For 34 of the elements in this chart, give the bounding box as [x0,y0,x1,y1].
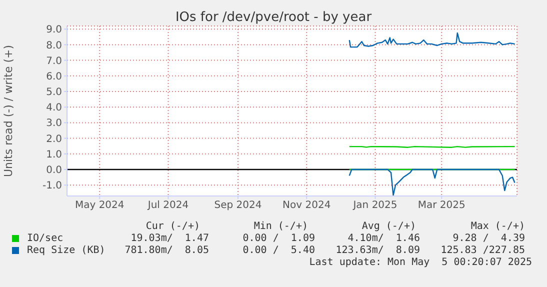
y-tick-label: 6.0 [46,71,62,82]
y-tick-label: 9.0 [46,24,62,36]
x-tick-label: Mar 2025 [418,200,466,212]
y-axis-title: Units read (-) / write (+) [2,44,15,178]
text: Cur (-/+) [146,221,200,232]
y-tick-label: 8.0 [46,40,62,52]
y-tick-label: 5.0 [46,87,62,98]
text: Avg (-/+) [362,221,416,232]
text: 0.00 / 5.40 [242,245,315,256]
text: 781.80m/ 8.05 [124,245,209,256]
y-tick-label: 2.0 [46,134,62,145]
text: Last update: Mon May 5 00:20:07 2025 [309,257,532,268]
text: Min (-/+) [254,221,308,232]
text: 9.28 / 4.39 [452,233,525,244]
text: 4.10m/ 1.46 [348,233,420,244]
y-tick-label: 7.0 [46,56,62,67]
text: Max (-/+) [470,221,525,232]
y-tick-label: -1.0 [42,180,62,192]
y-tick-label: 0.0 [46,165,62,176]
text: 19.03m/ 1.47 [130,233,209,244]
x-tick-label: Jul 2024 [146,200,189,212]
x-tick-label: May 2024 [74,200,124,212]
text: 0.00 / 1.09 [242,233,315,244]
x-tick-label: Sep 2024 [214,200,262,212]
x-tick-label: Nov 2024 [282,200,331,212]
legend-label: Req Size (KB) [27,245,106,256]
legend-label: IO/sec [27,233,64,244]
y-tick-label: 1.0 [46,149,62,160]
text: 125.83 /227.85 [440,245,525,256]
x-tick-label: Jan 2025 [352,200,398,212]
chart-title: IOs for /dev/pve/root - by year [174,10,373,25]
y-tick-label: 3.0 [46,118,62,130]
y-tick-label: 4.0 [46,102,62,114]
text: 123.63m/ 8.09 [336,245,420,256]
